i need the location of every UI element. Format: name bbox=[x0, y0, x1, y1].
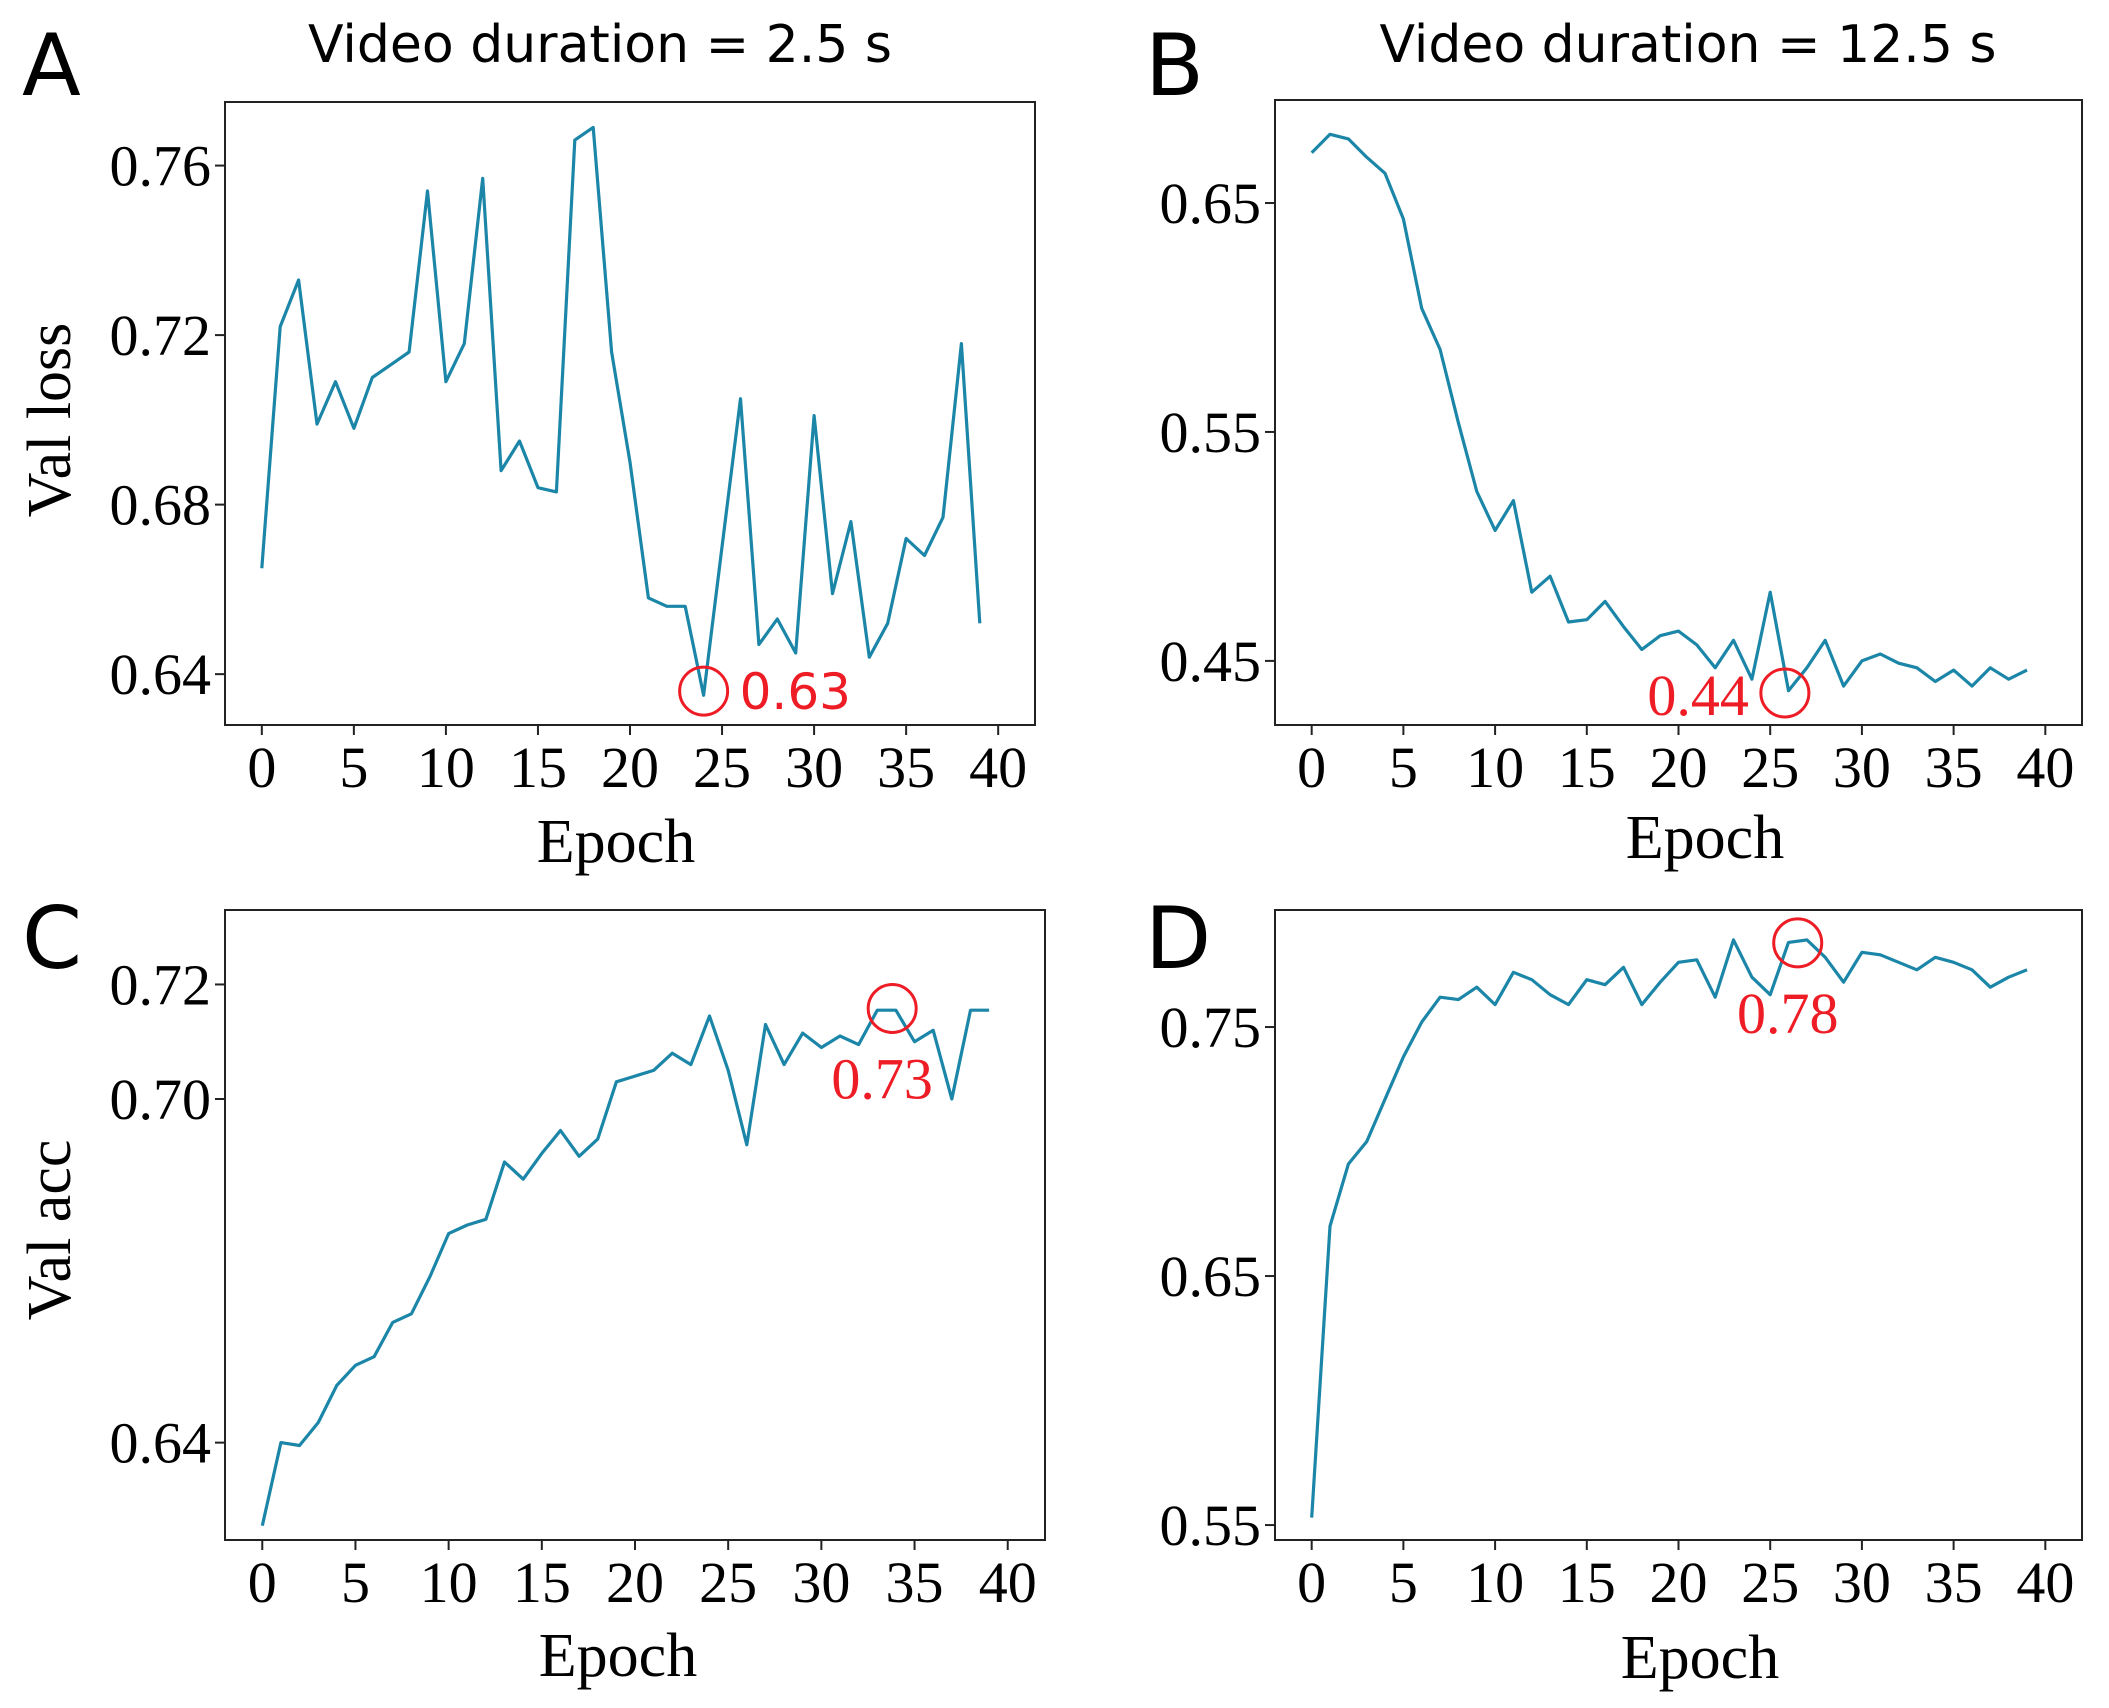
chart-d-xtick-label: 25 bbox=[1741, 1550, 1799, 1615]
chart-d-xtick-label: 0 bbox=[1297, 1550, 1326, 1615]
chart-c-ylabel: Val acc bbox=[16, 1140, 84, 1321]
chart-d-xlabel: Epoch bbox=[1621, 1624, 1779, 1692]
chart-b-xtick-label: 30 bbox=[1833, 735, 1891, 800]
panel-letter-b: B bbox=[1145, 16, 1204, 116]
chart-a-ytick-label: 0.68 bbox=[110, 473, 212, 538]
chart-d-xtick-label: 15 bbox=[1558, 1550, 1616, 1615]
chart-c-series-line bbox=[260, 1008, 990, 1527]
chart-c-ytick-label: 0.70 bbox=[110, 1067, 212, 1132]
chart-d-ytick-label: 0.55 bbox=[1160, 1493, 1262, 1558]
chart-c-xtick-label: 0 bbox=[248, 1550, 277, 1615]
chart-b-xtick-label: 15 bbox=[1558, 735, 1616, 800]
chart-c-xtick-label: 30 bbox=[792, 1550, 850, 1615]
chart-c-plot: 0 5 10 15 20 25 30 35 40 0.64 0.70 0.72 0.73 bbox=[110, 909, 1046, 1615]
chart-a-xtick-label: 25 bbox=[693, 735, 751, 800]
chart-b-ytick-label: 0.45 bbox=[1160, 629, 1262, 694]
chart-a-xtick-label: 20 bbox=[601, 735, 659, 800]
chart-b-xtick-label: 40 bbox=[2016, 735, 2074, 800]
chart-d-frame bbox=[1274, 909, 2083, 1541]
chart-a-plot: 0 5 10 15 20 25 30 35 40 0.64 0.68 0.72 0.76 0.63 bbox=[110, 101, 1036, 800]
chart-d-best-marker bbox=[1772, 917, 1824, 969]
chart-a-xtick-label: 35 bbox=[877, 735, 935, 800]
chart-c-xtick-label: 15 bbox=[513, 1550, 571, 1615]
chart-a-xtick-label: 5 bbox=[339, 735, 368, 800]
chart-c-ytick-label: 0.72 bbox=[110, 952, 212, 1017]
chart-d-best-label: 0.78 bbox=[1737, 981, 1839, 1046]
chart-d-plot: 0 5 10 15 20 25 30 35 40 0.55 0.65 0.75 0.78 bbox=[1160, 909, 2083, 1615]
chart-b-ytick-label: 0.55 bbox=[1160, 400, 1262, 465]
chart-a-ytick-label: 0.76 bbox=[110, 134, 212, 199]
chart-a-xtick-label: 0 bbox=[247, 735, 276, 800]
chart-b-xlabel: Epoch bbox=[1626, 804, 1784, 872]
chart-b-xtick-label: 5 bbox=[1389, 735, 1418, 800]
chart-c-xtick-label: 20 bbox=[606, 1550, 664, 1615]
chart-b-series-line bbox=[1310, 132, 2028, 693]
chart-d-ytick-label: 0.75 bbox=[1160, 995, 1262, 1060]
chart-c-ytick-label: 0.64 bbox=[110, 1411, 212, 1476]
chart-d-xtick-label: 40 bbox=[2016, 1550, 2074, 1615]
chart-a-ytick-label: 0.64 bbox=[110, 642, 212, 707]
chart-d-xtick-label: 20 bbox=[1650, 1550, 1708, 1615]
chart-c-best-label: 0.73 bbox=[831, 1047, 933, 1112]
chart-a-xtick-label: 15 bbox=[509, 735, 567, 800]
chart-b-best-marker bbox=[1759, 667, 1811, 719]
chart-a-best-marker bbox=[678, 665, 730, 717]
chart-b-xtick-label: 0 bbox=[1297, 735, 1326, 800]
chart-a-ytick-label: 0.72 bbox=[110, 303, 212, 368]
chart-a-xtick-label: 10 bbox=[417, 735, 475, 800]
chart-b-xtick-label: 35 bbox=[1925, 735, 1983, 800]
panel-letter-a: A bbox=[22, 16, 81, 116]
chart-c-best-marker bbox=[866, 983, 918, 1035]
chart-c-frame bbox=[224, 909, 1046, 1541]
chart-c-xlabel: Epoch bbox=[539, 1622, 697, 1690]
chart-b-xtick-label: 20 bbox=[1650, 735, 1708, 800]
chart-d-xtick-label: 10 bbox=[1466, 1550, 1524, 1615]
chart-d-xtick-label: 35 bbox=[1925, 1550, 1983, 1615]
chart-d-series-line bbox=[1310, 938, 2028, 1518]
chart-a-xlabel: Epoch bbox=[537, 808, 695, 876]
chart-c-xtick-label: 35 bbox=[886, 1550, 944, 1615]
chart-a-xtick-label: 40 bbox=[969, 735, 1027, 800]
chart-b-xtick-label: 10 bbox=[1466, 735, 1524, 800]
chart-d-ytick-label: 0.65 bbox=[1160, 1244, 1262, 1309]
chart-d-xtick-label: 5 bbox=[1389, 1550, 1418, 1615]
chart-a-best-label: 0.63 bbox=[740, 663, 851, 721]
chart-b-xtick-label: 25 bbox=[1741, 735, 1799, 800]
chart-a-xtick-label: 30 bbox=[785, 735, 843, 800]
panel-letter-d: D bbox=[1145, 889, 1211, 989]
chart-a-series-line bbox=[260, 125, 982, 697]
chart-a-title: Video duration = 2.5 s bbox=[308, 15, 892, 75]
chart-c-xtick-label: 40 bbox=[979, 1550, 1037, 1615]
chart-b-best-label: 0.44 bbox=[1647, 663, 1749, 728]
chart-c-xtick-label: 25 bbox=[699, 1550, 757, 1615]
chart-b-ytick-label: 0.65 bbox=[1160, 171, 1262, 236]
chart-c-xtick-label: 10 bbox=[420, 1550, 478, 1615]
panel-letter-c: C bbox=[22, 889, 82, 989]
chart-d-xtick-label: 30 bbox=[1833, 1550, 1891, 1615]
chart-c-xtick-label: 5 bbox=[341, 1550, 370, 1615]
chart-b-title: Video duration = 12.5 s bbox=[1379, 15, 1996, 75]
chart-b-plot: 0 5 10 15 20 25 30 35 40 0.45 0.55 0.65 0.44 bbox=[1160, 99, 2083, 800]
chart-a-ylabel: Val loss bbox=[16, 323, 84, 518]
